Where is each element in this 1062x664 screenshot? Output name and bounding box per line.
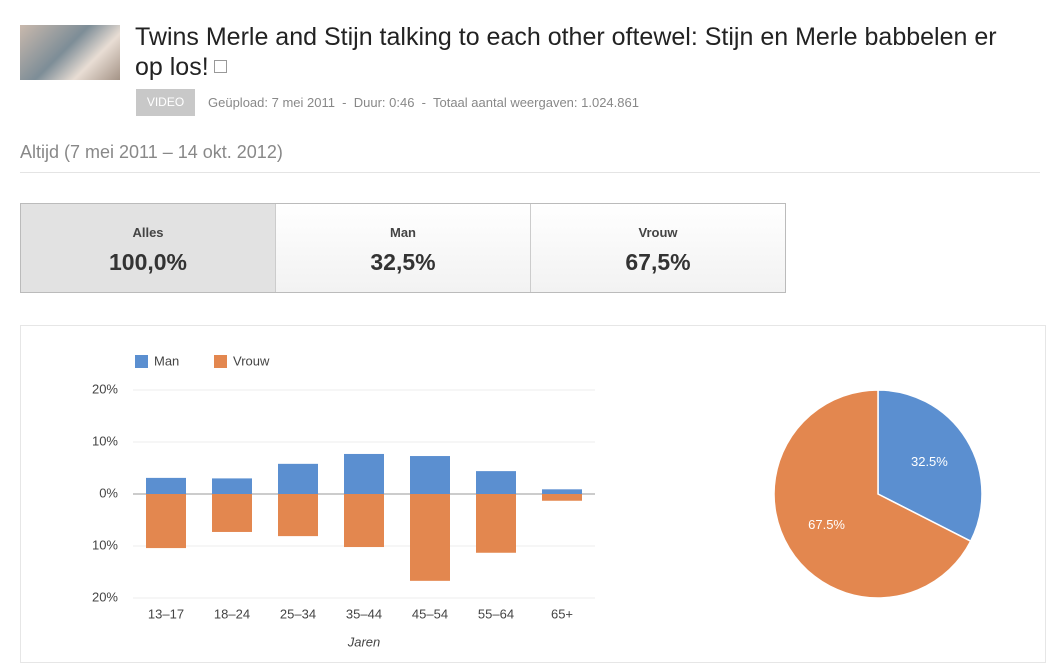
legend-swatch (135, 355, 148, 368)
bar (278, 463, 318, 494)
x-tick-label: 18–24 (214, 606, 250, 621)
bar (212, 478, 252, 494)
tab[interactable]: Man 32,5% (275, 204, 530, 292)
bar (278, 494, 318, 537)
bar (476, 494, 516, 553)
legend-swatch (214, 355, 227, 368)
bar (476, 471, 516, 494)
bar (146, 494, 186, 549)
video-title[interactable]: Twins Merle and Stijn talking to each ot… (135, 22, 1015, 82)
pie-slice (773, 389, 972, 599)
tab-value[interactable]: 100,0% (108, 249, 187, 275)
tab-label[interactable]: Man (390, 225, 416, 240)
chart-panel (20, 325, 1046, 663)
bar (542, 494, 582, 501)
slice-label: 32.5% (911, 454, 948, 469)
x-tick-label: 65+ (551, 606, 573, 621)
x-tick-label: 35–44 (346, 606, 382, 621)
video-thumbnail[interactable] (20, 25, 120, 80)
gender-tabs: Alles 100,0% Man 32,5% Vrouw 67,5% (20, 203, 786, 293)
pie-slice (877, 389, 983, 543)
tab-label[interactable]: Vrouw (638, 225, 678, 240)
bar (344, 453, 384, 494)
bar (542, 489, 582, 494)
tab[interactable]: Vrouw 67,5% (530, 204, 785, 292)
external-link-icon[interactable] (213, 60, 227, 73)
period: Altijd (7 mei 2011 – 14 okt. 2012) (20, 142, 283, 162)
x-tick-label: 25–34 (280, 606, 316, 621)
bar (344, 494, 384, 548)
bar (410, 456, 450, 494)
tab-value[interactable]: 32,5% (370, 249, 436, 275)
legend-label: Vrouw (233, 353, 270, 368)
slice-label: 67.5% (808, 517, 845, 532)
tab[interactable]: Alles 100,0% (21, 204, 275, 292)
divider (20, 172, 1040, 173)
bar (410, 494, 450, 581)
y-tick-label: 10% (92, 537, 118, 552)
x-tick-label: 55–64 (478, 606, 514, 621)
bar (146, 477, 186, 494)
video-meta: Geüpload: 7 mei 2011 - Duur: 0:46 - Tota… (208, 95, 639, 110)
x-tick-label: 13–17 (148, 606, 184, 621)
tab-value[interactable]: 67,5% (625, 249, 691, 275)
video-badge: VIDEO (136, 89, 195, 116)
x-axis-label: Jaren (347, 634, 381, 649)
y-tick-label: 20% (92, 381, 118, 396)
x-tick-label: 45–54 (412, 606, 448, 621)
legend-label: Man (154, 353, 179, 368)
title-text[interactable]: Twins Merle and Stijn talking to each ot… (135, 23, 997, 81)
y-tick-label: 0% (99, 485, 118, 500)
y-tick-label: 10% (92, 433, 118, 448)
tab-label[interactable]: Alles (132, 225, 164, 240)
y-tick-label: 20% (92, 589, 118, 604)
bar (212, 494, 252, 532)
